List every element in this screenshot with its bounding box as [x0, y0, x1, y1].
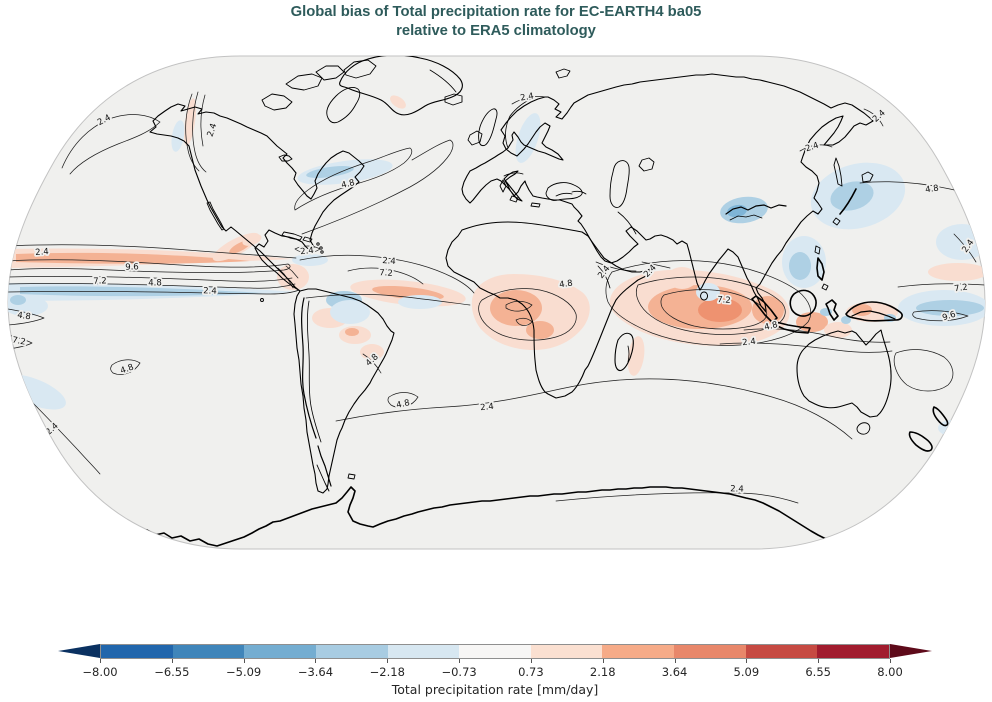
colorbar-tick-label: −6.55	[154, 665, 190, 679]
colorbar-segment	[101, 645, 173, 658]
colorbar-segment	[817, 645, 890, 658]
colorbar-segment	[459, 645, 531, 658]
colorbar-tick-label: 0.73	[518, 665, 544, 679]
colorbar-tick-label: 6.55	[805, 665, 831, 679]
contour-label: 2.4	[742, 337, 757, 348]
contour-label: 2.4	[35, 247, 49, 258]
colorbar	[58, 644, 932, 659]
colorbar-tickmark	[243, 659, 245, 663]
world-map: 2.49.67.2 4.82.44.87.22.42.44.82.42.47.24…	[7, 55, 986, 550]
coast-africa	[445, 221, 653, 399]
contour-label: 4.8	[395, 398, 410, 411]
colorbar-tickmark	[100, 659, 101, 663]
coast-south-america	[293, 288, 395, 494]
colorbar-tick-label: −3.64	[297, 665, 334, 679]
colorbar-tick-label: −8.00	[82, 665, 118, 679]
contour-label: 2.4	[203, 286, 217, 296]
colorbar-tick-label: −2.18	[369, 665, 405, 679]
coastlines	[93, 56, 949, 547]
colorbar-tick-label: 5.09	[733, 665, 760, 679]
colorbar-segment	[530, 645, 603, 658]
coast-greenland	[339, 56, 463, 116]
coast-eurasia	[461, 73, 874, 313]
colorbar-tick-label: 2.18	[589, 665, 616, 679]
contour-label: 4.8	[17, 311, 32, 323]
colorbar-tickmark	[315, 659, 317, 663]
coast-north-america	[149, 103, 365, 292]
coast-new-guinea	[845, 301, 903, 322]
colorbar-tickmark	[530, 659, 532, 663]
colorbar-tick-labels: −8.00 −6.55 −5.09 −3.64 −2.18 −0.73 0.73 2.18 3.…	[82, 665, 902, 679]
colorbar-extend-left-arrow	[58, 644, 100, 658]
coast-antarctica	[93, 486, 841, 547]
colorbar-segment	[602, 645, 675, 658]
colorbar-body	[100, 644, 890, 659]
contour-label: 7.2	[954, 283, 969, 295]
contour-label: 2.4	[480, 402, 495, 413]
contour-label: 7.2	[717, 295, 731, 306]
colorbar-tick-label: −5.09	[226, 665, 262, 679]
colorbar-segment	[172, 645, 245, 658]
contour-label: 4.8	[148, 279, 162, 289]
contour-label: 2.4	[730, 484, 744, 494]
coast-australia	[796, 329, 892, 418]
mountain-contours	[301, 69, 896, 487]
colorbar-tick-label: −0.73	[441, 665, 477, 679]
colorbar-segment	[315, 645, 388, 658]
contour-lines	[8, 91, 985, 504]
contour-label: 7.2	[93, 276, 107, 286]
colorbar-segment	[674, 645, 746, 658]
colorbar-tickmarks	[100, 659, 891, 664]
colorbar-tickmark	[746, 659, 748, 663]
contour-label: 9.6	[125, 262, 139, 272]
colorbar-tickmark	[459, 659, 461, 663]
contour-label: 2.4	[300, 246, 315, 257]
colorbar-segment	[745, 645, 818, 658]
contour-label: 7.2	[379, 268, 393, 279]
colorbar-axis-label: Total precipitation rate [mm/day]	[391, 682, 599, 697]
colorbar-tickmark	[171, 659, 173, 663]
contour-label: 2.4	[520, 91, 535, 103]
figure-title-line2: relative to ERA5 climatology	[396, 23, 596, 39]
colorbar-tickmark	[818, 659, 820, 663]
colorbar-segment	[244, 645, 316, 658]
colorbar-extend-right-arrow	[890, 644, 932, 658]
colorbar-tickmark	[387, 659, 389, 663]
contour-label: 4.8	[925, 184, 940, 196]
colorbar-segment	[387, 645, 460, 658]
contour-label: 2.4	[804, 141, 820, 155]
contour-label: 7.2	[11, 335, 26, 347]
colorbar-tickmark	[674, 659, 676, 663]
contour-label: 2.4	[382, 256, 396, 267]
colorbar-tick-label: 8.00	[877, 665, 903, 679]
coast-madagascar	[614, 332, 634, 372]
contour-label: 4.8	[559, 279, 574, 291]
colorbar-tickmark	[602, 659, 604, 663]
colorbar-tickmark	[890, 659, 891, 663]
figure-title-line1: Global bias of Total precipitation rate …	[290, 4, 702, 20]
figure-title: Global bias of Total precipitation rate …	[0, 3, 992, 41]
colorbar-tick-label: 3.64	[661, 665, 688, 679]
